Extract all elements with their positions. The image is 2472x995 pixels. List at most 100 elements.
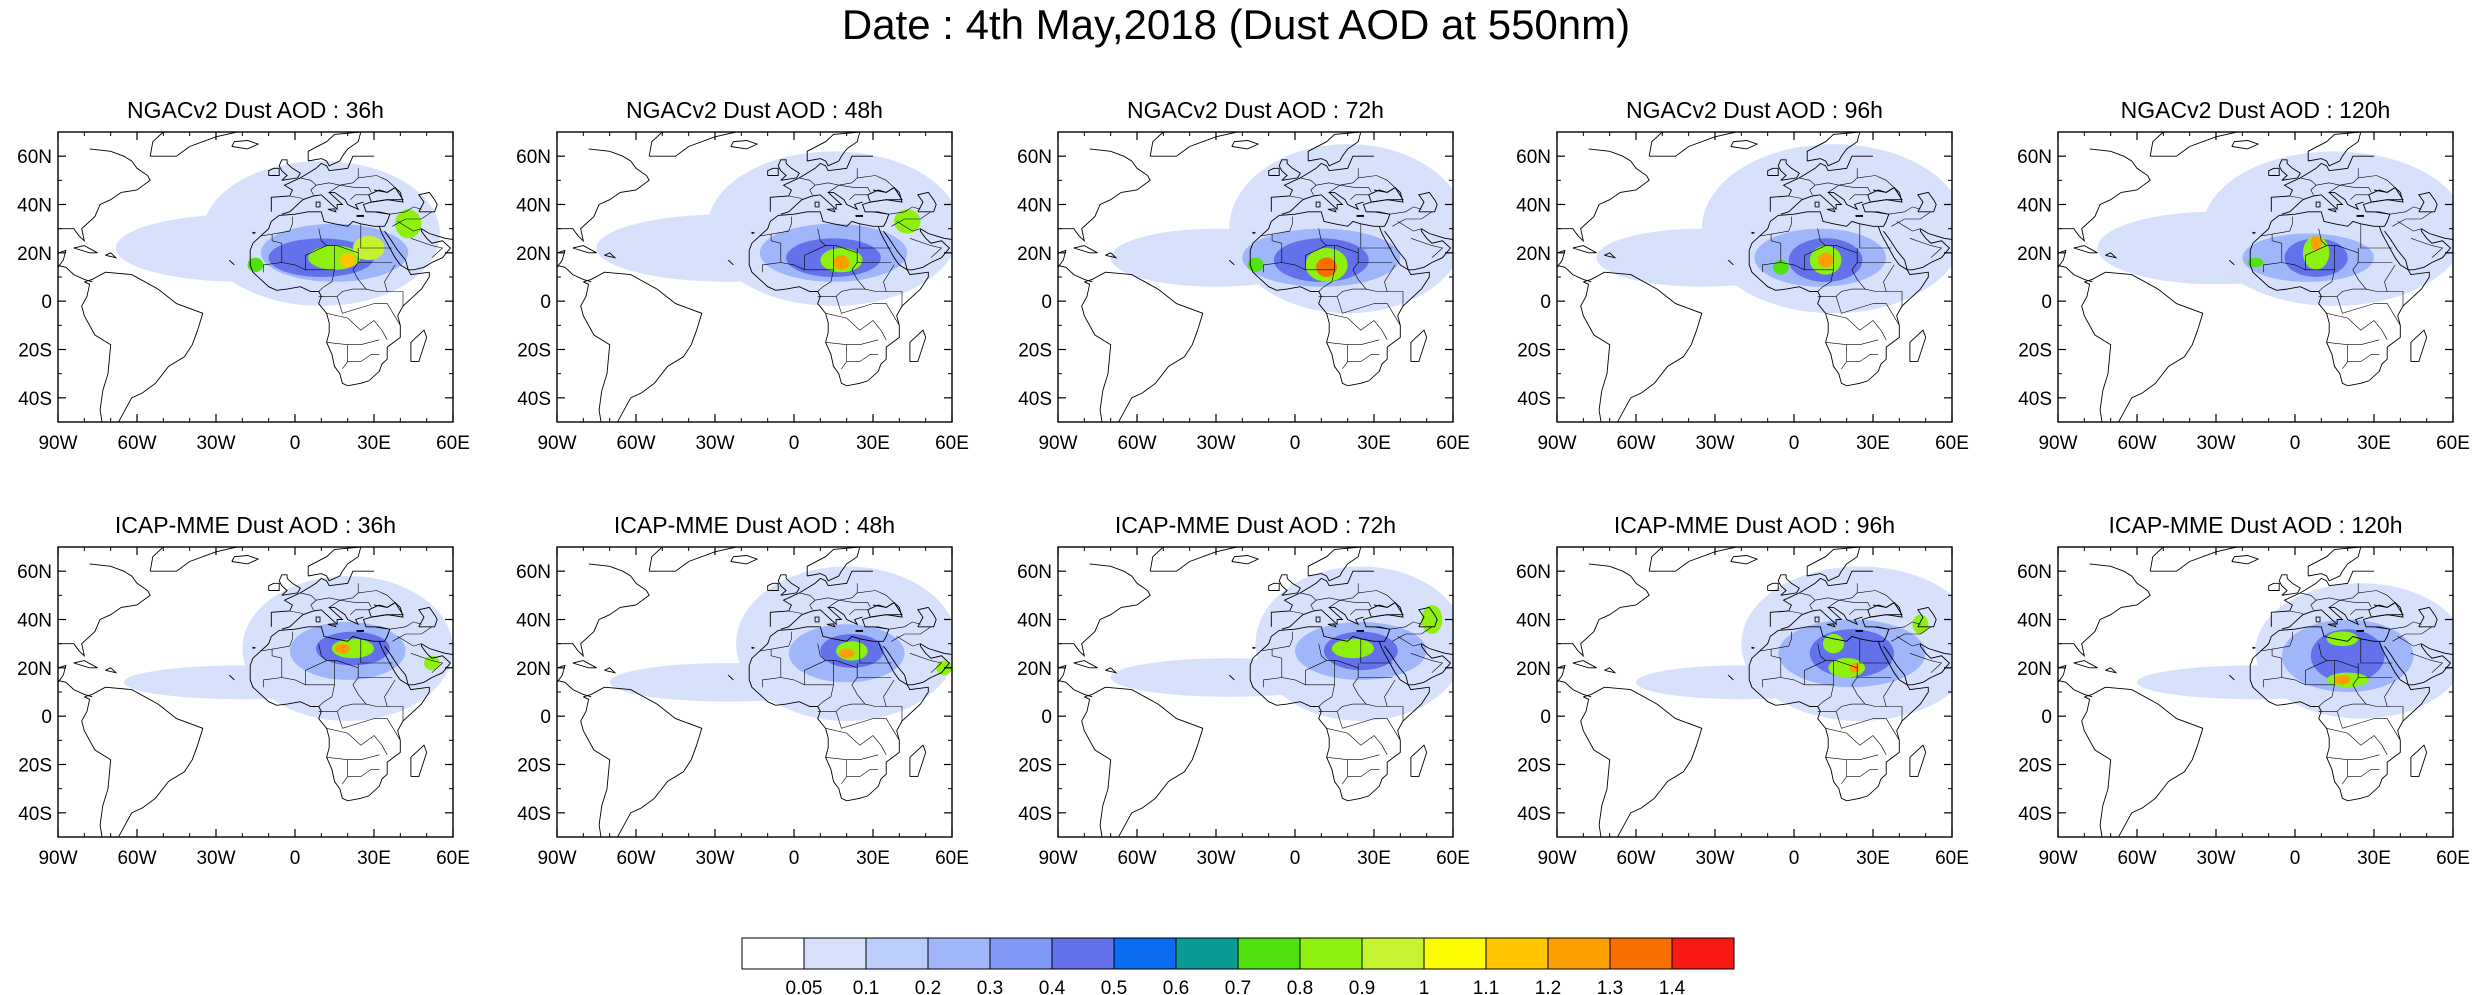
dust-plume [833,255,850,270]
coastline [1826,208,1836,213]
x-tick-label: 60W [1117,433,1156,454]
x-tick-label: 60E [1935,433,1969,454]
coastline [2073,245,2098,254]
y-tick-label: 20S [18,341,52,362]
x-tick-label: 60E [1436,848,1470,869]
y-tick-label: 60N [1516,562,1551,583]
coastline [777,574,800,596]
country-border [1326,754,1380,760]
coastline [1777,159,1800,181]
country-border [1316,583,1359,601]
y-tick-label: 40N [1017,611,1052,632]
aod-field [1557,132,1952,422]
coastline [1278,574,1301,596]
country-border [1358,175,1396,188]
x-tick-label: 60E [2436,848,2470,869]
x-tick-label: 60W [117,848,156,869]
y-tick-label: 40N [17,196,52,217]
coastline [105,667,118,674]
coastline [806,547,861,582]
colorbar-swatch [1609,937,1673,970]
country-border [788,195,802,199]
coastline [604,252,617,259]
y-tick-label: 60N [1516,147,1551,168]
y-tick-label: 20N [516,659,551,680]
coastline [1730,555,1759,565]
coastline [252,646,256,649]
country-border [289,610,303,614]
coastline [1105,667,1118,674]
y-tick-label: 0 [41,292,52,313]
country-border [1771,631,1792,650]
coastline [2228,674,2235,681]
country-border [1318,643,1327,661]
coastline [1410,329,1428,363]
country-border [376,679,396,707]
panel-title: ICAP-MME Dust AOD : 48h [614,512,895,538]
x-tick-label: 60E [1935,848,1969,869]
country-border [2392,626,2433,642]
country-border [856,248,892,263]
coastline [58,664,93,698]
coastline [883,645,908,685]
coastline [2278,574,2301,596]
y-tick-label: 20N [1017,244,1052,265]
y-tick-label: 40N [2017,611,2052,632]
y-tick-label: 40S [18,804,52,825]
panel-title: NGACv2 Dust AOD : 120h [2121,97,2391,123]
x-tick-label: 0 [290,848,301,869]
x-tick-label: 30E [1856,433,1890,454]
y-tick-label: 20S [2018,756,2052,777]
y-tick-label: 20S [517,756,551,777]
x-tick-label: 30W [695,433,734,454]
country-border [835,703,866,712]
y-tick-label: 40S [2018,804,2052,825]
country-border [1828,599,1871,608]
dust-plume [1701,144,1952,314]
x-tick-label: 30E [357,848,391,869]
country-border [1835,288,1866,297]
country-border [2316,583,2359,601]
colorbar-label: 0.7 [1225,978,1251,995]
country-border [2366,211,2390,215]
y-tick-label: 20S [1018,756,1052,777]
map-panel: ICAP-MME Dust AOD : 96h 90W 60W 30W 0 30E 60E 6… [1516,512,1969,869]
coastline [2418,191,2438,213]
coastline [2384,230,2409,270]
colorbar: 0.05 0.1 0.2 0.3 0.4 0.5 0.6 0.7 0.8 0.9 1 1.1 1.2 1.… [741,937,1735,995]
x-tick-label: 90W [537,433,576,454]
country-border [1788,195,1802,199]
colorbar-label: 1 [1419,978,1430,995]
map-panel: NGACv2 Dust AOD : 36h 90W 60W 30W 0 30E 60E 60N… [17,97,470,454]
country-border [1841,776,1847,784]
coastline [1356,629,1364,633]
country-border [318,643,327,661]
coastline [1081,686,1204,837]
coastline [1920,228,1952,240]
x-tick-label: 30E [357,433,391,454]
country-border [392,211,433,227]
coastline [2327,623,2337,628]
country-border [1350,609,1369,615]
coastline [281,191,364,215]
coastline [557,563,650,658]
y-tick-label: 20S [1018,341,1052,362]
coastline [920,228,952,240]
coastline [2270,155,2374,212]
coastline [557,148,650,243]
country-border [1392,211,1433,227]
country-border [2289,195,2303,199]
dust-plume [331,638,374,659]
country-border [1376,679,1396,707]
coastline [1920,643,1952,655]
coastline [1730,140,1759,150]
coastline [1268,582,1280,591]
coastline [777,159,800,181]
country-border [326,339,380,345]
country-border [397,636,422,647]
dust-plume [1823,634,1844,654]
country-border [1329,599,1372,608]
coastline [917,191,937,213]
coastline [1867,186,1903,203]
coastline [307,547,362,582]
